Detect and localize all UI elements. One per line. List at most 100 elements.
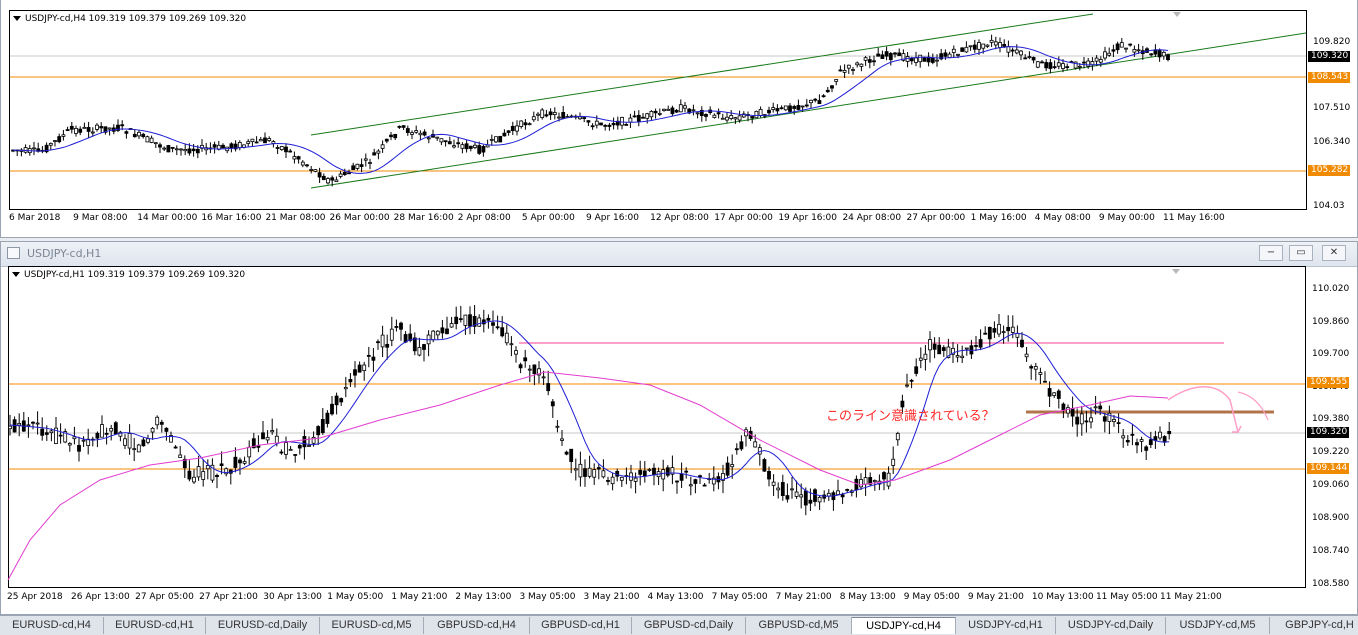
h4-candle-body <box>838 69 843 72</box>
h4-candle-body <box>750 116 755 119</box>
tab-usdjpy-cd-h4[interactable]: USDJPY-cd,H4 <box>852 617 956 634</box>
h1-y-tick: 108.580 <box>1312 579 1350 589</box>
h4-candle-body <box>132 133 137 138</box>
h4-candle-body <box>1157 50 1162 58</box>
h1-x-tick: 25 Apr 2018 <box>7 592 63 602</box>
h1-candle-body <box>555 425 560 428</box>
h1-candle-body <box>872 480 877 483</box>
tab-eurusd-cd-h4[interactable]: EURUSD-cd,H4 <box>0 617 104 634</box>
h1-plot-area[interactable] <box>8 266 1306 588</box>
tab-gbpusd-cd-h4[interactable]: GBPUSD-cd,H4 <box>424 617 530 634</box>
h4-candle-body <box>620 116 624 126</box>
h4-candle-body <box>771 107 776 110</box>
h4-candle-body <box>523 122 528 126</box>
h4-candle-body <box>977 42 981 50</box>
tab-usdjpy-cd-daily[interactable]: USDJPY-cd,Daily <box>1056 617 1166 634</box>
h4-candle-body <box>195 148 200 154</box>
h4-candle-body <box>951 48 956 53</box>
h4-candle-body <box>86 127 91 132</box>
tab-usdjpy-cd-m5[interactable]: USDJPY-cd,M5 <box>1166 617 1270 634</box>
h4-candle-body <box>527 123 532 126</box>
h1-candle-body <box>233 456 238 468</box>
h1-candle-body <box>1006 326 1011 332</box>
h4-plot-area[interactable] <box>9 10 1307 210</box>
h4-candle-body <box>174 148 179 151</box>
h1-candle-body <box>702 484 707 487</box>
h1-candle-body <box>118 431 123 437</box>
h1-candle-body <box>909 379 914 382</box>
h1-candle-body <box>987 326 992 340</box>
tab-gbpjpy-cd-h[interactable]: GBPJPY-cd,H <box>1270 617 1358 634</box>
h4-candle-body <box>1056 62 1061 67</box>
tab-gbpusd-cd-daily[interactable]: GBPUSD-cd,Daily <box>632 617 746 634</box>
h1-candle-body <box>26 424 31 427</box>
h4-candle-body <box>989 39 994 43</box>
h1-candle-body <box>445 328 449 335</box>
h1-candle-body <box>274 435 279 444</box>
h1-candle-body <box>785 495 790 500</box>
h4-x-tick: 2 Apr 08:00 <box>457 213 511 223</box>
h4-candle-body <box>645 113 650 119</box>
h4-candle-body <box>78 128 83 133</box>
h1-candle-body <box>422 344 426 350</box>
h4-candle-body <box>410 132 414 135</box>
h4-level-tag: 108.543 <box>1308 72 1350 83</box>
h4-x-tick: 14 Mar 00:00 <box>137 213 198 223</box>
minimize-button[interactable]: − <box>1259 245 1283 261</box>
h4-candle-body <box>1098 59 1103 63</box>
h4-chart-window[interactable]: USDJPY-cd,H4 109.319 109.379 109.269 109… <box>0 0 1358 238</box>
h1-projection-arrowhead <box>1232 425 1242 433</box>
h4-candle-body <box>863 57 868 61</box>
h4-candle-body <box>372 152 377 156</box>
h4-candle-body <box>309 169 314 171</box>
close-button[interactable]: ✕ <box>1322 245 1346 261</box>
h4-candle-body <box>447 141 452 145</box>
h4-x-tick: 6 Mar 2018 <box>9 213 61 223</box>
h4-candle-body <box>321 175 326 181</box>
chart-shift-marker-icon <box>1172 269 1180 274</box>
h4-candle-body <box>313 169 318 172</box>
h4-candle-body <box>1052 66 1057 69</box>
h1-window-titlebar[interactable]: USDJPY-cd,H1 − ▭ ✕ <box>1 242 1357 267</box>
h4-candle-body <box>1048 62 1053 69</box>
h4-candle-body <box>930 57 935 63</box>
h1-candle-body <box>647 469 652 471</box>
h4-candle-body <box>284 146 288 153</box>
h1-candle-body <box>205 465 210 470</box>
h1-x-tick: 26 Apr 13:00 <box>71 592 130 602</box>
h1-candle-body <box>325 412 330 424</box>
h1-candle-body <box>192 476 196 483</box>
h1-candle-body <box>1010 326 1015 333</box>
h1-candle-body <box>311 436 316 444</box>
h1-candle-body <box>721 473 725 481</box>
h4-candle-body <box>468 145 473 149</box>
h4-candle-body <box>48 143 53 146</box>
h1-candle-body <box>836 490 840 495</box>
tab-eurusd-cd-h1[interactable]: EURUSD-cd,H1 <box>104 617 206 634</box>
h4-candle-body <box>1166 54 1170 61</box>
h1-candle-body <box>527 368 532 371</box>
h4-candle-body <box>712 114 717 118</box>
h4-candle-body <box>548 111 553 116</box>
tab-usdjpy-cd-h1[interactable]: USDJPY-cd,H1 <box>956 617 1056 634</box>
tab-eurusd-cd-daily[interactable]: EURUSD-cd,Daily <box>206 617 320 634</box>
h1-candle-body <box>127 433 132 449</box>
h1-candle-body <box>173 446 178 449</box>
h4-candle-body <box>968 45 973 48</box>
h4-candle-body <box>145 136 150 143</box>
h1-candle-body <box>100 424 104 438</box>
h4-moving-average <box>12 46 1169 174</box>
tab-gbpusd-cd-m5[interactable]: GBPUSD-cd,M5 <box>746 617 852 634</box>
h4-candle-body <box>641 116 645 119</box>
h1-candle-body <box>1075 416 1080 425</box>
h1-candle-body <box>587 467 592 477</box>
h4-candle-body <box>754 110 759 119</box>
h1-candle-body <box>472 315 477 327</box>
tab-eurusd-cd-m5[interactable]: EURUSD-cd,M5 <box>320 617 424 634</box>
tab-gbpusd-cd-h1[interactable]: GBPUSD-cd,H1 <box>530 617 632 634</box>
h4-candle-body <box>1161 51 1166 57</box>
h4-candle-body <box>657 113 662 115</box>
restore-button[interactable]: ▭ <box>1289 245 1313 261</box>
h1-candle-body <box>504 332 509 344</box>
h1-candle-body <box>293 454 298 456</box>
